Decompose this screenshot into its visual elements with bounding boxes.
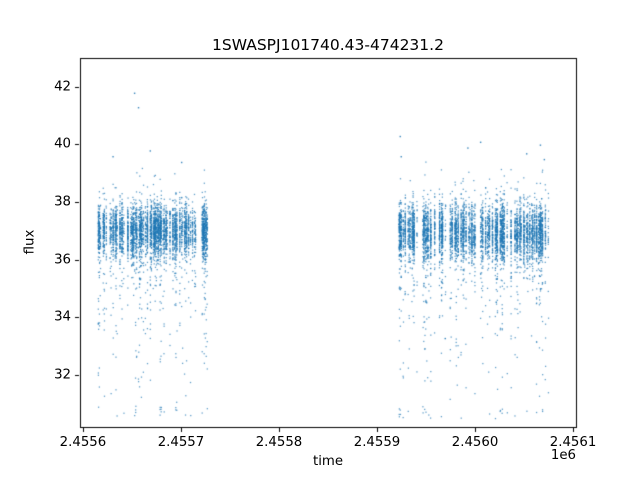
x-tick-label: 2.4561 (549, 435, 597, 450)
x-tick-label: 2.4560 (451, 435, 499, 450)
y-tick-label: 40 (54, 136, 71, 152)
x-tick-label: 2.4557 (157, 435, 205, 450)
x-tick-label: 2.4559 (353, 435, 401, 450)
x-tick-label: 2.4558 (255, 435, 303, 450)
y-axis-label: flux (22, 229, 38, 255)
y-tick-label: 38 (54, 194, 71, 210)
y-tick-label: 36 (54, 252, 71, 268)
chart-title: 1SWASPJ101740.43-474231.2 (212, 36, 444, 54)
x-axis-label: time (312, 454, 344, 469)
y-tick-label: 42 (54, 79, 71, 95)
x-axis-offset-text: 1e6 (550, 448, 576, 463)
y-tick-label: 32 (54, 367, 71, 383)
x-tick-label: 2.4556 (59, 435, 107, 450)
y-tick-label: 34 (54, 309, 71, 325)
